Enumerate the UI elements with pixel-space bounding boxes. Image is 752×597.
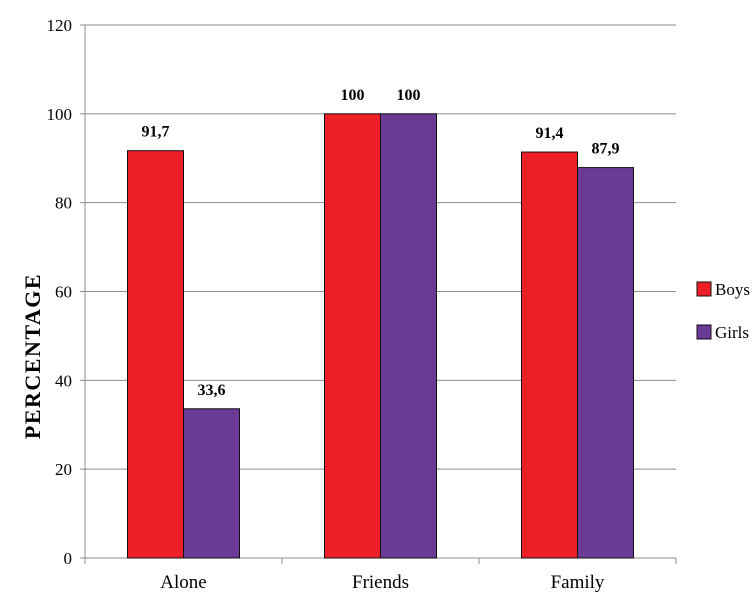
legend-swatch-boys: [696, 281, 712, 297]
bars: [127, 113, 634, 559]
bar-girls-alone: [183, 408, 240, 559]
bar-boys-friends: [324, 113, 381, 559]
y-tick-label: 60: [55, 283, 72, 302]
data-labels: 91,7 33,6 100 100 91,4 87,9: [142, 87, 620, 399]
data-label: 33,6: [198, 382, 226, 399]
legend: Boys Girls: [696, 280, 750, 342]
data-label: 100: [341, 87, 365, 104]
x-category-labels: Alone Friends Family: [160, 572, 605, 593]
y-tick-label: 120: [47, 16, 73, 35]
legend-label: Boys: [715, 280, 750, 299]
legend-label: Girls: [715, 323, 749, 342]
x-category-label: Alone: [160, 572, 206, 593]
y-tick-labels: 0 20 40 60 80 100 120: [47, 16, 73, 568]
data-label: 91,4: [536, 125, 564, 142]
bar-boys-alone: [127, 150, 184, 559]
data-label: 87,9: [592, 141, 620, 158]
y-tick-label: 100: [47, 105, 73, 124]
y-axis-title: PERCENTAGE: [20, 273, 45, 439]
y-tick-label: 20: [55, 460, 72, 479]
data-label: 100: [397, 87, 421, 104]
y-tick-label: 80: [55, 194, 72, 213]
x-category-label: Family: [551, 572, 605, 593]
bar-girls-friends: [380, 113, 437, 559]
x-category-label: Friends: [352, 572, 409, 593]
y-tick-label: 0: [64, 549, 73, 568]
y-tick-label: 40: [55, 371, 72, 390]
legend-swatch-girls: [696, 324, 712, 340]
bar-boys-family: [521, 151, 578, 559]
bar-girls-family: [577, 167, 634, 559]
data-label: 91,7: [142, 124, 170, 141]
